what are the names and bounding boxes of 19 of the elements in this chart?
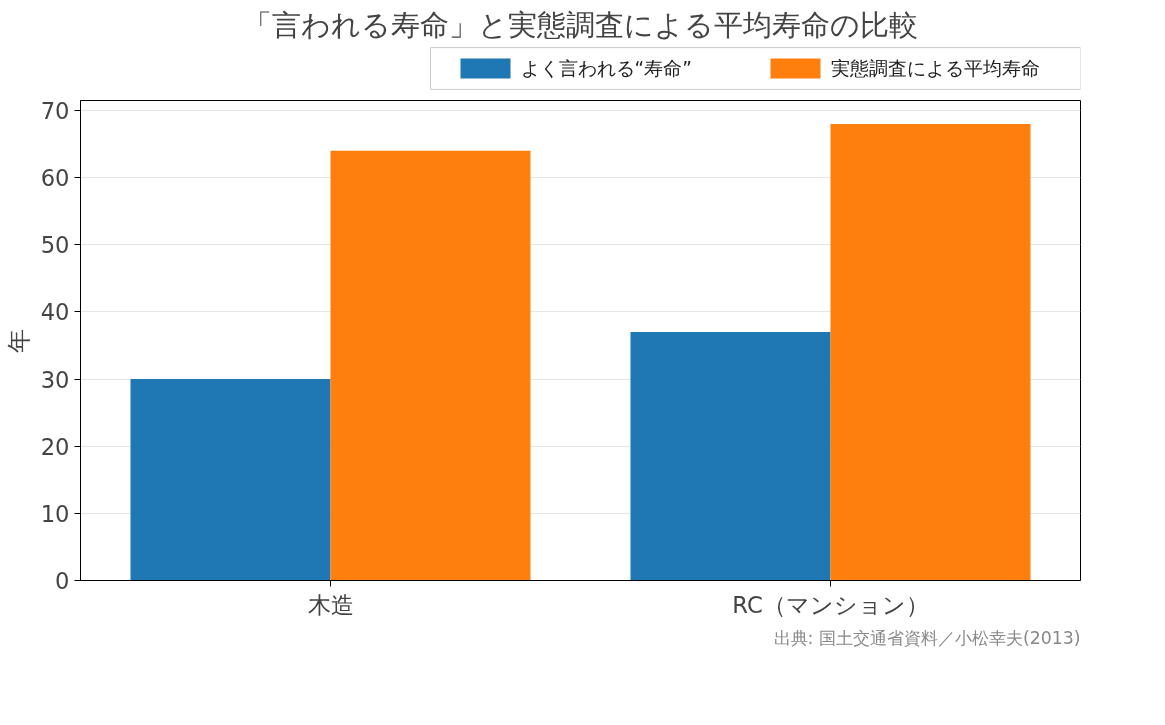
bar	[830, 124, 1031, 581]
y-tick-label: 20	[40, 433, 70, 460]
y-tick-label: 50	[40, 232, 70, 259]
y-tick-label: 70	[40, 98, 70, 125]
source-note: 出典: 国土交通省資料／小松幸夫(2013)	[773, 627, 1081, 648]
bar	[330, 150, 531, 581]
y-tick-label: 40	[40, 299, 70, 326]
x-tick-label: 木造	[307, 591, 354, 618]
bar	[130, 379, 331, 581]
y-tick-label: 30	[40, 366, 70, 393]
y-tick-label: 10	[40, 500, 70, 527]
bar	[630, 332, 831, 581]
chart-title: 「言われる寿命」と実態調査による平均寿命の比較	[243, 7, 918, 42]
y-tick-label: 60	[40, 165, 70, 192]
y-tick-label: 0	[55, 568, 70, 594]
legend-label: よく言われる“寿命”	[520, 58, 692, 79]
y-axis-title: 年	[4, 328, 33, 353]
x-tick-label: RC（マンション）	[732, 591, 929, 618]
legend-label: 実態調査による平均寿命	[830, 58, 1040, 79]
